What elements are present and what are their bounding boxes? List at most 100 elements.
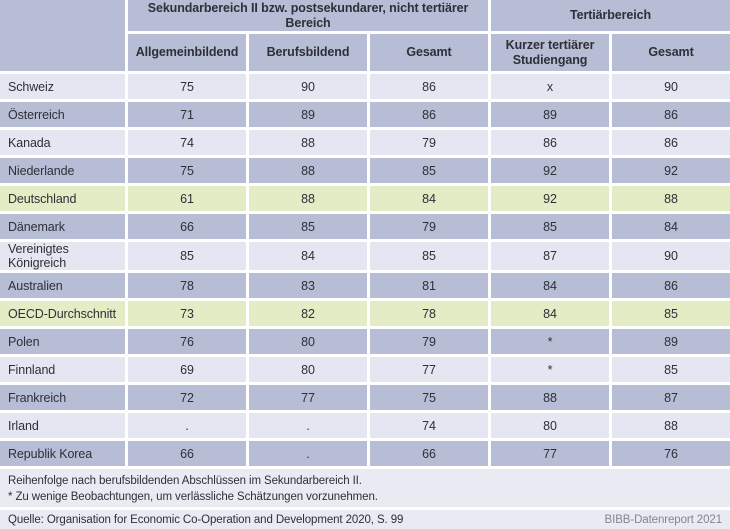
- cell-gesamt-sek: 77: [370, 357, 488, 382]
- row-label: Polen: [0, 329, 125, 354]
- cell-gesamt-sek: 74: [370, 413, 488, 438]
- table-row: Österreich 71 89 86 89 86: [0, 102, 730, 127]
- cell-kurzer-tertiaerer-studiengang: 84: [491, 273, 609, 298]
- cell-berufsbildend: 90: [249, 74, 367, 99]
- cell-gesamt-tertiaer: 86: [612, 102, 730, 127]
- cell-gesamt-tertiaer: 92: [612, 158, 730, 183]
- source-row: Quelle: Organisation for Economic Co-Ope…: [0, 510, 730, 529]
- cell-kurzer-tertiaerer-studiengang: 89: [491, 102, 609, 127]
- cell-allgemeinbildend: 61: [128, 186, 246, 211]
- column-header-berufsbildend: Berufsbildend: [249, 34, 367, 71]
- group-header-sekundarbereich: Sekundarbereich II bzw. postsekundarer, …: [128, 0, 488, 31]
- cell-gesamt-tertiaer: 90: [612, 242, 730, 270]
- cell-allgemeinbildend: 78: [128, 273, 246, 298]
- cell-berufsbildend: 88: [249, 130, 367, 155]
- footnote-order-note: Reihenfolge nach berufsbildenden Abschlü…: [8, 475, 362, 487]
- cell-gesamt-sek: 79: [370, 329, 488, 354]
- column-header-gesamt-sek: Gesamt: [370, 34, 488, 71]
- cell-allgemeinbildend: 76: [128, 329, 246, 354]
- cell-allgemeinbildend: 73: [128, 301, 246, 326]
- cell-gesamt-tertiaer: 88: [612, 413, 730, 438]
- table-row: Vereinigtes Königreich 85 84 85 87 90: [0, 242, 730, 270]
- column-header-allgemeinbildend: Allgemeinbildend: [128, 34, 246, 71]
- cell-gesamt-sek: 81: [370, 273, 488, 298]
- row-label: Vereinigtes Königreich: [0, 242, 125, 270]
- table-row: Deutschland 61 88 84 92 88: [0, 186, 730, 211]
- cell-gesamt-sek: 79: [370, 130, 488, 155]
- cell-gesamt-tertiaer: 87: [612, 385, 730, 410]
- row-label: Irland: [0, 413, 125, 438]
- cell-gesamt-tertiaer: 88: [612, 186, 730, 211]
- column-header-row: Allgemeinbildend Berufsbildend Gesamt Ku…: [0, 34, 730, 71]
- table-row: Republik Korea 66 . 66 77 76: [0, 441, 730, 466]
- cell-kurzer-tertiaerer-studiengang: 88: [491, 385, 609, 410]
- row-label: Deutschland: [0, 186, 125, 211]
- cell-berufsbildend: 88: [249, 158, 367, 183]
- cell-gesamt-sek: 85: [370, 242, 488, 270]
- column-header-gesamt-tertiaer: Gesamt: [612, 34, 730, 71]
- table-row: Polen 76 80 79 * 89: [0, 329, 730, 354]
- cell-gesamt-sek: 86: [370, 74, 488, 99]
- cell-berufsbildend: 85: [249, 214, 367, 239]
- table-row: Irland . . 74 80 88: [0, 413, 730, 438]
- cell-allgemeinbildend: 85: [128, 242, 246, 270]
- cell-allgemeinbildend: 74: [128, 130, 246, 155]
- row-label: Niederlande: [0, 158, 125, 183]
- cell-gesamt-tertiaer: 85: [612, 301, 730, 326]
- cell-berufsbildend: 80: [249, 357, 367, 382]
- table-row: Niederlande 75 88 85 92 92: [0, 158, 730, 183]
- brand-text: BIBB-Datenreport 2021: [604, 513, 723, 526]
- cell-kurzer-tertiaerer-studiengang: 85: [491, 214, 609, 239]
- cell-gesamt-tertiaer: 76: [612, 441, 730, 466]
- row-label: Finnland: [0, 357, 125, 382]
- table-row: Kanada 74 88 79 86 86: [0, 130, 730, 155]
- cell-allgemeinbildend: 66: [128, 214, 246, 239]
- table-wrap: Sekundarbereich II bzw. postsekundarer, …: [0, 0, 730, 466]
- group-header-tertiaerbereich: Tertiärbereich: [491, 0, 730, 31]
- cell-gesamt-sek: 66: [370, 441, 488, 466]
- column-header-kurzer-tertiaerer-studiengang: Kurzer tertiärer Studiengang: [491, 34, 609, 71]
- row-label: Dänemark: [0, 214, 125, 239]
- cell-berufsbildend: 88: [249, 186, 367, 211]
- cell-gesamt-tertiaer: 86: [612, 273, 730, 298]
- cell-kurzer-tertiaerer-studiengang: 77: [491, 441, 609, 466]
- table-row: OECD-Durchschnitt 73 82 78 84 85: [0, 301, 730, 326]
- cell-kurzer-tertiaerer-studiengang: 86: [491, 130, 609, 155]
- cell-gesamt-sek: 86: [370, 102, 488, 127]
- cell-berufsbildend: 83: [249, 273, 367, 298]
- row-label: Frankreich: [0, 385, 125, 410]
- cell-gesamt-sek: 79: [370, 214, 488, 239]
- cell-berufsbildend: .: [249, 441, 367, 466]
- row-label: Australien: [0, 273, 125, 298]
- cell-kurzer-tertiaerer-studiengang: 84: [491, 301, 609, 326]
- cell-gesamt-tertiaer: 84: [612, 214, 730, 239]
- cell-berufsbildend: 84: [249, 242, 367, 270]
- cell-allgemeinbildend: .: [128, 413, 246, 438]
- row-label: Kanada: [0, 130, 125, 155]
- column-group-row: Sekundarbereich II bzw. postsekundarer, …: [0, 0, 730, 71]
- cell-berufsbildend: .: [249, 413, 367, 438]
- cell-gesamt-tertiaer: 90: [612, 74, 730, 99]
- cell-kurzer-tertiaerer-studiengang: 92: [491, 158, 609, 183]
- row-label: Republik Korea: [0, 441, 125, 466]
- cell-gesamt-tertiaer: 86: [612, 130, 730, 155]
- table-body: Schweiz 75 90 86 x 90 Österreich 71 89 8…: [0, 74, 730, 466]
- cell-allgemeinbildend: 69: [128, 357, 246, 382]
- row-label: Österreich: [0, 102, 125, 127]
- cell-allgemeinbildend: 75: [128, 158, 246, 183]
- cell-gesamt-sek: 78: [370, 301, 488, 326]
- cell-allgemeinbildend: 71: [128, 102, 246, 127]
- cell-kurzer-tertiaerer-studiengang: 80: [491, 413, 609, 438]
- cell-berufsbildend: 82: [249, 301, 367, 326]
- cell-kurzer-tertiaerer-studiengang: 92: [491, 186, 609, 211]
- cell-kurzer-tertiaerer-studiengang: *: [491, 329, 609, 354]
- table-row: Schweiz 75 90 86 x 90: [0, 74, 730, 99]
- row-label: OECD-Durchschnitt: [0, 301, 125, 326]
- table-header: Sekundarbereich II bzw. postsekundarer, …: [0, 0, 730, 71]
- footnote-asterisk-note: * Zu wenige Beobachtungen, um verlässlic…: [8, 491, 378, 504]
- cell-kurzer-tertiaerer-studiengang: *: [491, 357, 609, 382]
- row-label: Schweiz: [0, 74, 125, 99]
- cell-gesamt-sek: 75: [370, 385, 488, 410]
- cell-kurzer-tertiaerer-studiengang: 87: [491, 242, 609, 270]
